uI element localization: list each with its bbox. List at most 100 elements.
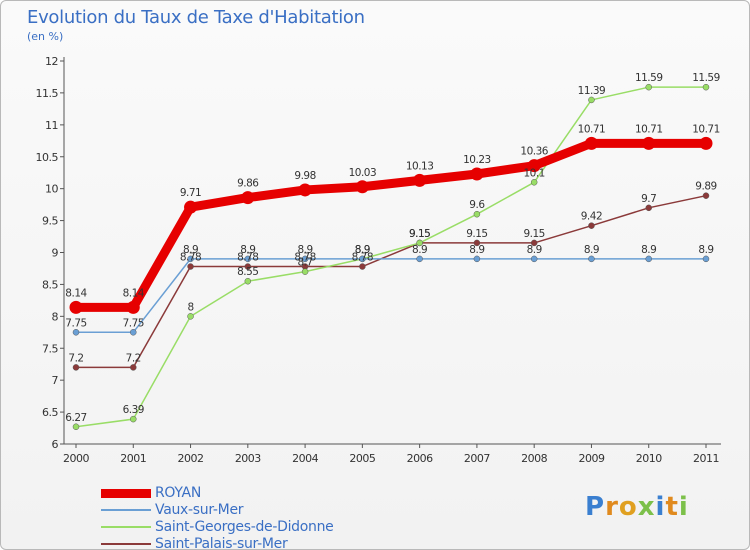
data-point-saint-georges-de-didonne bbox=[416, 239, 423, 247]
data-label-saint-georges-de-didonne: 11.39 bbox=[578, 85, 606, 97]
x-tick-label: 2004 bbox=[292, 452, 318, 465]
data-point-royan bbox=[126, 300, 140, 314]
data-point-vaux-sur-mer bbox=[359, 255, 366, 263]
legend-label: Vaux-sur-Mer bbox=[155, 502, 244, 518]
data-label-royan: 10.71 bbox=[692, 123, 720, 135]
x-tick-label: 2011 bbox=[693, 452, 719, 465]
data-point-vaux-sur-mer bbox=[702, 255, 710, 263]
x-tick-label: 2008 bbox=[521, 452, 547, 465]
data-label-vaux-sur-mer: 8.9 bbox=[412, 244, 427, 256]
data-point-royan bbox=[69, 300, 83, 314]
y-tick-label: 10.5 bbox=[36, 151, 59, 164]
data-label-royan: 10.71 bbox=[578, 123, 606, 135]
x-tick-label: 2006 bbox=[407, 452, 433, 465]
y-tick-label: 10 bbox=[45, 183, 58, 196]
data-point-saint-georges-de-didonne bbox=[301, 268, 309, 275]
data-label-saint-georges-de-didonne: 11.59 bbox=[692, 72, 720, 84]
x-tick-label: 2000 bbox=[63, 452, 89, 465]
data-point-royan bbox=[355, 180, 369, 194]
data-point-vaux-sur-mer bbox=[301, 255, 309, 263]
data-label-saint-georges-de-didonne: 9.6 bbox=[469, 199, 485, 211]
data-point-saint-georges-de-didonne bbox=[72, 423, 80, 431]
data-label-saint-palais-sur-mer: 8.78 bbox=[352, 252, 373, 264]
x-tick-label: 2009 bbox=[578, 452, 604, 465]
y-tick-label: 9.5 bbox=[42, 215, 58, 228]
data-point-saint-georges-de-didonne bbox=[244, 277, 252, 285]
y-tick-label: 11 bbox=[45, 119, 58, 132]
legend-label: Saint-Palais-sur-Mer bbox=[155, 536, 288, 550]
data-point-saint-palais-sur-mer bbox=[530, 239, 538, 247]
data-point-vaux-sur-mer bbox=[244, 255, 252, 263]
data-point-saint-palais-sur-mer bbox=[72, 364, 80, 371]
data-label-royan: 8.14 bbox=[65, 287, 87, 299]
data-label-saint-georges-de-didonne: 6.27 bbox=[65, 412, 86, 424]
data-label-saint-palais-sur-mer: 9.15 bbox=[409, 228, 430, 240]
data-label-saint-palais-sur-mer: 9.89 bbox=[695, 181, 716, 193]
x-tick-label: 2002 bbox=[178, 452, 204, 465]
data-point-saint-palais-sur-mer bbox=[130, 364, 137, 371]
data-label-royan: 9.86 bbox=[237, 178, 259, 190]
y-tick-label: 8.5 bbox=[42, 278, 58, 291]
data-label-vaux-sur-mer: 8.9 bbox=[469, 244, 484, 256]
data-point-vaux-sur-mer bbox=[473, 255, 481, 263]
data-point-vaux-sur-mer bbox=[416, 255, 423, 263]
data-point-royan bbox=[642, 136, 656, 150]
data-point-saint-palais-sur-mer bbox=[645, 204, 652, 212]
data-label-royan: 9.98 bbox=[294, 170, 315, 182]
data-label-vaux-sur-mer: 8.9 bbox=[584, 244, 599, 256]
chart-data-labels: 7.2 7.28.78 8.78 8.78 8.789.15 9.15 9.159.429.… bbox=[65, 72, 720, 424]
x-tick-label: 2005 bbox=[349, 452, 375, 465]
series-line-vaux-sur-mer bbox=[75, 258, 707, 334]
x-tick-label: 2003 bbox=[235, 452, 261, 465]
series-line-saint-georges-de-didonne bbox=[75, 86, 707, 428]
data-label-saint-georges-de-didonne: 8 bbox=[187, 301, 193, 313]
data-point-royan bbox=[470, 167, 484, 181]
data-label-royan: 10.36 bbox=[520, 146, 548, 158]
data-point-royan bbox=[241, 191, 255, 205]
data-label-royan: 10.03 bbox=[349, 167, 377, 179]
data-label-vaux-sur-mer: 8.9 bbox=[698, 244, 713, 256]
data-point-saint-georges-de-didonne bbox=[473, 210, 481, 218]
data-label-saint-georges-de-didonne: 11.59 bbox=[635, 72, 663, 84]
data-point-saint-georges-de-didonne bbox=[130, 415, 137, 423]
data-point-vaux-sur-mer bbox=[187, 255, 194, 263]
legend-swatch bbox=[101, 509, 151, 511]
data-label-saint-palais-sur-mer: 8.78 bbox=[294, 252, 315, 264]
data-point-saint-georges-de-didonne bbox=[187, 313, 194, 320]
data-point-saint-georges-de-didonne bbox=[645, 83, 652, 91]
data-label-saint-palais-sur-mer: 9.42 bbox=[581, 211, 602, 223]
series-line-saint-palais-sur-mer bbox=[75, 194, 707, 369]
data-label-vaux-sur-mer: 7.75 bbox=[65, 317, 86, 329]
data-point-saint-palais-sur-mer bbox=[187, 263, 194, 270]
data-label-saint-palais-sur-mer: 7.2 bbox=[68, 352, 83, 364]
data-label-saint-palais-sur-mer: 9.15 bbox=[523, 228, 544, 240]
y-tick-label: 11.5 bbox=[36, 87, 59, 100]
data-label-royan: 10.71 bbox=[635, 123, 663, 135]
y-tick-label: 7 bbox=[52, 374, 59, 387]
data-label-saint-georges-de-didonne: 8.7 bbox=[297, 257, 312, 269]
data-label-saint-georges-de-didonne: 10.1 bbox=[523, 167, 544, 179]
data-label-saint-georges-de-didonne: 9.15 bbox=[409, 228, 430, 240]
data-label-royan: 9.71 bbox=[180, 187, 201, 199]
chart-series bbox=[69, 83, 713, 431]
y-tick-label: 12 bbox=[45, 55, 58, 68]
data-point-vaux-sur-mer bbox=[645, 255, 652, 263]
data-point-saint-georges-de-didonne bbox=[702, 83, 710, 91]
data-point-saint-palais-sur-mer bbox=[359, 263, 366, 270]
data-point-royan bbox=[413, 173, 427, 187]
data-label-vaux-sur-mer: 8.9 bbox=[240, 244, 255, 256]
y-tick-label: 7.5 bbox=[42, 342, 58, 355]
data-label-saint-palais-sur-mer: 7.2 bbox=[126, 352, 141, 364]
x-tick-label: 2010 bbox=[636, 452, 662, 465]
data-point-royan bbox=[584, 136, 598, 150]
y-tick-label: 8 bbox=[52, 310, 59, 323]
data-point-royan bbox=[699, 136, 713, 150]
data-point-saint-palais-sur-mer bbox=[588, 222, 595, 229]
y-tick-label: 6 bbox=[52, 438, 59, 451]
proxiti-logo: Proxiti bbox=[585, 492, 689, 522]
data-label-saint-palais-sur-mer: 8.78 bbox=[180, 252, 201, 264]
legend-swatch bbox=[101, 489, 151, 498]
data-label-saint-palais-sur-mer: 8.78 bbox=[237, 252, 258, 264]
legend-label: Saint-Georges-de-Didonne bbox=[155, 519, 334, 535]
